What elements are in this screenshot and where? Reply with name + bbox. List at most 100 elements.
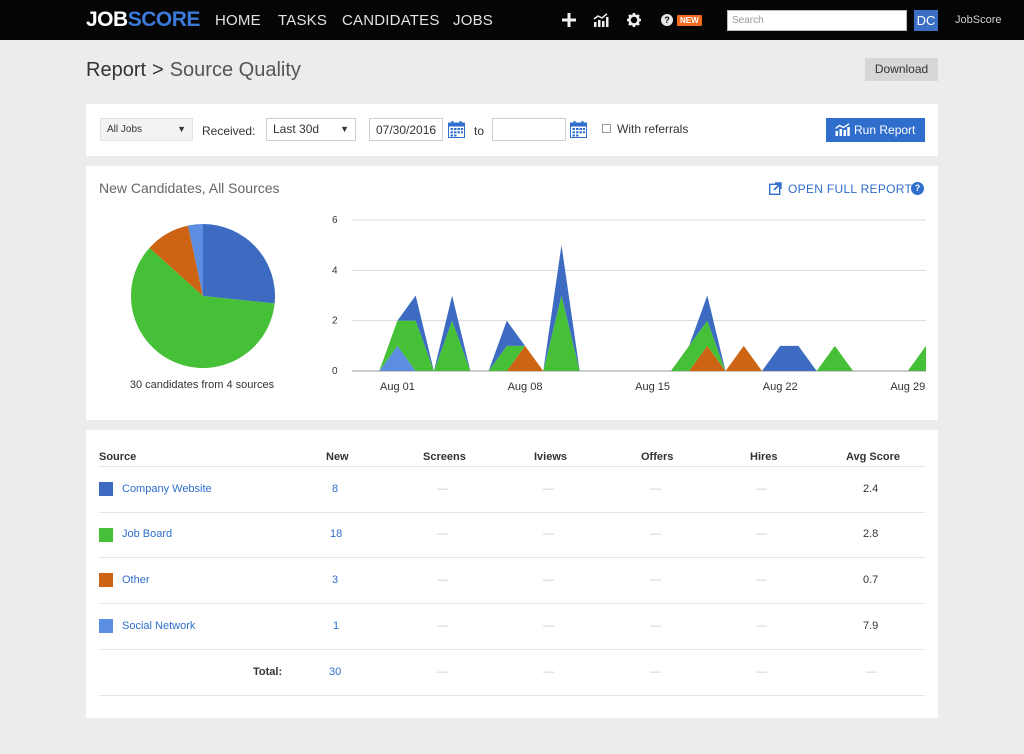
search-input[interactable] <box>727 10 907 31</box>
pie-caption: 30 candidates from 4 sources <box>129 379 275 391</box>
analytics-icon <box>835 123 850 136</box>
download-button[interactable]: Download <box>865 58 938 81</box>
column-header-screens[interactable]: Screens <box>423 451 466 463</box>
nav-jobs[interactable]: JOBS <box>453 12 493 29</box>
new-count-link[interactable]: 1 <box>333 620 340 632</box>
column-header-source[interactable]: Source <box>99 451 137 463</box>
filter-bar: All Jobs ▼ Received: Last 30d ▼ to With … <box>86 104 938 156</box>
help-icon[interactable]: ? <box>661 14 673 26</box>
y-tick-label: 0 <box>332 366 338 377</box>
referrals-label: With referrals <box>617 122 689 136</box>
total-new-link[interactable]: 30 <box>329 666 342 678</box>
header-divider <box>99 466 925 467</box>
hires-value: — <box>756 574 767 586</box>
from-date-input[interactable] <box>369 118 443 141</box>
source-link-social-network[interactable]: Social Network <box>122 620 196 632</box>
column-header-hires[interactable]: Hires <box>750 451 778 463</box>
jobscore-logo[interactable]: JOBSCORE <box>86 9 200 31</box>
total-label: Total: <box>253 666 283 678</box>
nav-tasks[interactable]: TASKS <box>278 12 328 29</box>
row-divider <box>99 557 925 558</box>
source-color-swatch <box>99 573 113 587</box>
column-header-avg-score[interactable]: Avg Score <box>846 451 901 463</box>
range-select[interactable]: Last 30d ▼ <box>266 118 356 141</box>
chart-panel: New Candidates, All Sources OPEN FULL RE… <box>86 166 938 420</box>
logo-text-score: SCORE <box>127 8 201 31</box>
gear-icon[interactable] <box>627 13 641 27</box>
x-tick-label: Aug 15 <box>635 381 670 393</box>
y-tick-label: 4 <box>332 265 338 276</box>
referrals-checkbox[interactable] <box>602 124 611 133</box>
x-tick-label: Aug 08 <box>508 381 543 393</box>
x-tick-label: Aug 22 <box>763 381 798 393</box>
calendar-icon[interactable] <box>448 121 465 138</box>
breadcrumb-report[interactable]: Report <box>86 59 147 81</box>
x-tick-label: Aug 29 <box>890 381 925 393</box>
source-link-job-board[interactable]: Job Board <box>122 528 173 540</box>
row-divider <box>99 649 925 650</box>
hires-value: — <box>756 483 767 495</box>
pie-slice-company-website <box>203 224 276 304</box>
pie-slice-job-board <box>131 247 275 368</box>
new-count-link[interactable]: 18 <box>330 528 343 540</box>
page-title: Source Quality <box>169 59 301 81</box>
plus-icon[interactable] <box>562 13 576 27</box>
help-icon[interactable]: ? <box>911 182 924 195</box>
chart-title: New Candidates, All Sources <box>99 180 280 196</box>
pie-slice-social-network <box>188 224 203 296</box>
avg-score-value: 7.9 <box>863 620 879 632</box>
hires-value: — <box>756 620 767 632</box>
row-divider <box>99 512 925 513</box>
to-label: to <box>474 124 485 138</box>
hires-value: — <box>756 528 767 540</box>
open-full-report-link[interactable]: OPEN FULL REPORT <box>788 182 913 196</box>
jobs-select-value: All Jobs <box>107 124 143 135</box>
area-series-company-website <box>361 245 926 371</box>
user-avatar[interactable]: DC <box>914 10 938 31</box>
nav-home[interactable]: HOME <box>215 12 261 29</box>
row-divider <box>99 695 925 696</box>
avg-score-value: 0.7 <box>863 574 879 586</box>
pie-slice-other <box>149 225 203 296</box>
iviews-value: — <box>543 483 554 495</box>
breadcrumb-separator: > <box>152 59 164 81</box>
avg-score-value: 2.4 <box>863 483 879 495</box>
logo-text-job: JOB <box>86 8 128 31</box>
area-series-job-board <box>361 295 926 371</box>
run-report-button[interactable]: Run Report <box>826 118 925 142</box>
pie-chart <box>131 224 276 368</box>
account-menu[interactable]: JobScore <box>955 14 1002 26</box>
to-date-input[interactable] <box>492 118 566 141</box>
avg-score-value: 2.8 <box>863 528 879 540</box>
total-avg-score: — <box>866 666 877 678</box>
range-select-value: Last 30d <box>273 122 320 136</box>
total-screens: — <box>437 666 448 678</box>
source-link-company-website[interactable]: Company Website <box>122 483 212 495</box>
column-header-iviews[interactable]: Iviews <box>534 451 568 463</box>
new-count-link[interactable]: 3 <box>332 574 339 586</box>
caret-down-icon: ▼ <box>177 124 186 134</box>
y-tick-label: 2 <box>332 316 338 327</box>
offers-value: — <box>650 574 661 586</box>
total-offers: — <box>650 666 661 678</box>
nav-candidates[interactable]: CANDIDATES <box>342 12 440 29</box>
source-link-other[interactable]: Other <box>122 574 150 586</box>
offers-value: — <box>650 528 661 540</box>
row-divider <box>99 603 925 604</box>
offers-value: — <box>650 620 661 632</box>
new-badge: NEW <box>677 15 702 26</box>
jobs-select[interactable]: All Jobs ▼ <box>100 118 193 141</box>
source-table: Source New Screens Iviews Offers Hires A… <box>86 430 938 718</box>
calendar-icon[interactable] <box>570 121 587 138</box>
column-header-new[interactable]: New <box>326 451 349 463</box>
analytics-icon[interactable] <box>593 13 609 27</box>
received-label: Received: <box>202 124 256 138</box>
external-link-icon[interactable] <box>769 182 782 195</box>
column-header-offers[interactable]: Offers <box>641 451 674 463</box>
screens-value: — <box>437 620 448 632</box>
screens-value: — <box>437 574 448 586</box>
screens-value: — <box>437 483 448 495</box>
y-tick-label: 6 <box>332 215 338 226</box>
source-color-swatch <box>99 482 113 496</box>
new-count-link[interactable]: 8 <box>332 483 339 495</box>
